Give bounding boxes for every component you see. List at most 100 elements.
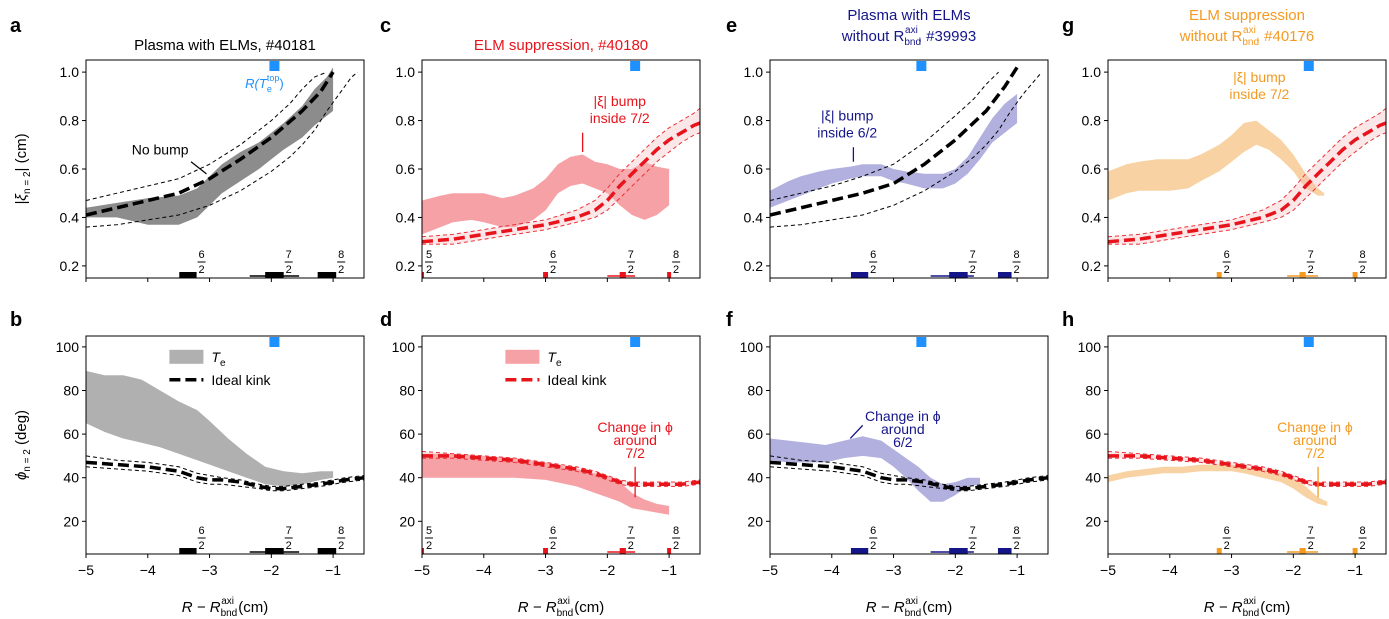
y-tick-label: 0.6 xyxy=(60,161,80,177)
model-upper-bound xyxy=(86,71,328,201)
x-tick-label: −1 xyxy=(1009,562,1025,578)
y-tick-label: 80 xyxy=(399,383,415,399)
panel-d: d 5 2 6 2 7 2 8 2 20 40 60 80 100 −5 −4 −3 −2 −1 R − Rbndax… xyxy=(380,309,701,619)
resonant-surface-marker xyxy=(667,272,672,278)
surface-label-num: 5 xyxy=(426,249,432,261)
resonant-surface-marker xyxy=(667,548,672,554)
ideal-kink-line xyxy=(422,121,700,244)
y-tick-label: 80 xyxy=(747,383,763,399)
y-tick-label: 40 xyxy=(1085,470,1101,486)
x-tick-label: −2 xyxy=(1285,562,1301,578)
x-tick-label: −4 xyxy=(824,562,840,578)
surface-label-num: 6 xyxy=(199,249,205,261)
y-tick-label: 100 xyxy=(56,339,80,355)
measured-band xyxy=(86,67,334,225)
model-lower-bound xyxy=(86,466,364,492)
annotation-pointer xyxy=(190,161,207,175)
surface-label-num: 7 xyxy=(1308,525,1314,537)
resonant-surface-marker xyxy=(1299,548,1306,554)
plot-area-h xyxy=(1108,451,1386,554)
panel-letter-h: h xyxy=(1062,309,1074,331)
resonant-surface-marker xyxy=(619,548,626,554)
y-tick-label: 1.0 xyxy=(60,64,80,80)
x-tick-label: −4 xyxy=(1162,562,1178,578)
panel-letter-b: b xyxy=(10,309,22,331)
x-tick-label: −3 xyxy=(538,562,554,578)
annotation-text: 6/2 xyxy=(893,434,913,450)
x-axis-label: R − Rbndaxi (cm) xyxy=(1204,596,1290,619)
surface-label-num: 8 xyxy=(673,525,679,537)
y-tick-label: 40 xyxy=(399,470,415,486)
panel-title-line2-e: without Rbndaxi, #39993 xyxy=(841,25,976,48)
surface-label-den: 2 xyxy=(286,540,292,552)
ideal-kink-line xyxy=(86,71,335,217)
y-tick-label: 0.4 xyxy=(744,209,764,225)
model-lower-bound xyxy=(770,466,1048,492)
surface-label-den: 2 xyxy=(673,540,679,552)
y-tick-label: 0.2 xyxy=(396,258,416,274)
x-tick-label: −1 xyxy=(1347,562,1363,578)
resonant-surface-marker xyxy=(619,272,626,278)
y-tick-label: 1.0 xyxy=(1082,64,1102,80)
x-tick-label: −2 xyxy=(947,562,963,578)
y-tick-label: 20 xyxy=(63,513,79,529)
legend-label: Te xyxy=(547,349,562,369)
model-lower-bound xyxy=(422,457,700,487)
y-axis-label-top: |ξn = 2| (cm) xyxy=(13,133,33,204)
surface-label-num: 7 xyxy=(628,525,634,537)
model-lower-bound xyxy=(86,71,359,228)
surface-label-num: 8 xyxy=(1360,249,1366,261)
measured-band xyxy=(1108,464,1328,506)
y-tick-label: 0.4 xyxy=(60,209,80,225)
pedestal-top-marker xyxy=(916,337,927,347)
y-tick-label: 60 xyxy=(747,426,763,442)
x-tick-label: −4 xyxy=(140,562,156,578)
annotation-text: Change in ϕ xyxy=(597,419,673,435)
x-tick-label: −3 xyxy=(202,562,218,578)
pedestal-top-marker xyxy=(1303,337,1314,347)
y-tick-label: 0.8 xyxy=(396,113,416,129)
y-tick-label: 0.2 xyxy=(1082,258,1102,274)
surface-label-den: 2 xyxy=(550,540,556,552)
resonant-surface-marker xyxy=(949,272,968,278)
surface-label-num: 7 xyxy=(286,249,292,261)
y-tick-label: 20 xyxy=(1085,513,1101,529)
surface-label-num: 8 xyxy=(673,249,679,261)
surface-label-den: 2 xyxy=(1308,540,1314,552)
surface-label-den: 2 xyxy=(1013,264,1019,276)
ideal-kink-line xyxy=(1108,454,1386,486)
surface-label-den: 2 xyxy=(338,264,344,276)
surface-label-den: 2 xyxy=(1360,264,1366,276)
surface-label-num: 7 xyxy=(286,525,292,537)
x-tick-label: −2 xyxy=(263,562,279,578)
model-upper-bound xyxy=(422,108,700,238)
plot-area-d xyxy=(422,451,700,554)
y-tick-label: 0.4 xyxy=(396,209,416,225)
surface-label-den: 2 xyxy=(286,264,292,276)
surface-label-den: 2 xyxy=(426,540,432,552)
model-upper-bound xyxy=(770,71,999,201)
measured-band xyxy=(1108,120,1325,201)
y-axis-label-bottom: ϕn = 2 (deg) xyxy=(13,410,33,480)
model-uncertainty xyxy=(1108,108,1386,245)
measured-band xyxy=(770,93,1018,208)
axes-frame xyxy=(769,59,1049,279)
y-tick-label: 20 xyxy=(747,513,763,529)
y-tick-label: 60 xyxy=(1085,426,1101,442)
annotation-text: around xyxy=(1293,432,1337,448)
x-tick-label: −3 xyxy=(886,562,902,578)
axes-frame xyxy=(1107,335,1387,555)
surface-label-den: 2 xyxy=(338,540,344,552)
annotation-text: Change in ϕ xyxy=(1277,419,1353,435)
measured-band xyxy=(770,436,980,502)
annotation-text: inside 7/2 xyxy=(590,110,650,126)
model-upper-bound xyxy=(1108,108,1386,238)
y-tick-label: 0.2 xyxy=(744,258,764,274)
surface-label-den: 2 xyxy=(970,264,976,276)
y-tick-label: 20 xyxy=(399,513,415,529)
annotation-text: around xyxy=(613,432,657,448)
legend-label: Te xyxy=(211,349,226,369)
plot-area-e xyxy=(770,66,1043,278)
resonant-surface-marker xyxy=(850,548,869,554)
y-tick-label: 100 xyxy=(1078,339,1102,355)
